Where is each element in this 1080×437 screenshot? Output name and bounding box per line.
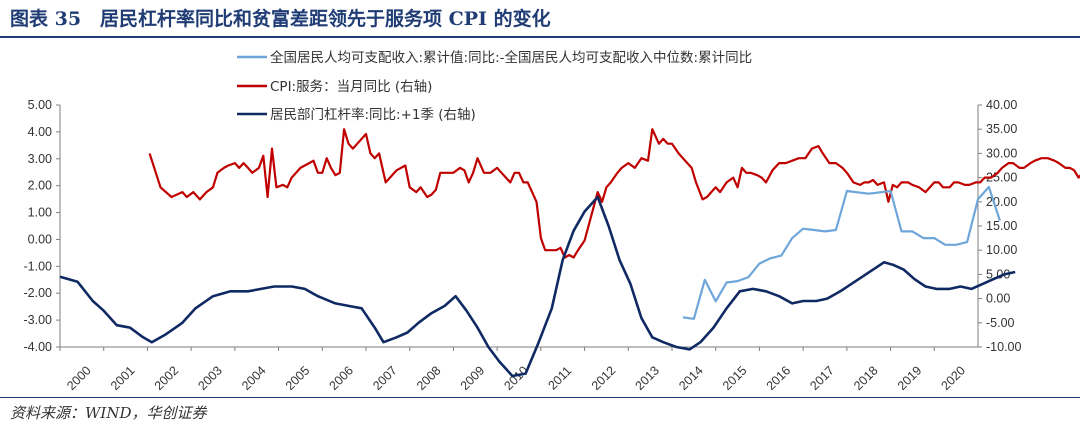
series-layer: [59, 128, 1080, 378]
x-tick-label-20: 2020: [939, 363, 969, 393]
left-tick-label-3: 2.00: [28, 179, 52, 193]
legend-item-3: 居民部门杠杆率:同比:+1季 (右轴): [237, 106, 476, 123]
legend-label-1: 全国居民人均可支配收入:累计值:同比:-全国居民人均可支配收入中位数:累计同比: [270, 49, 752, 66]
series-line-1: [682, 185, 1001, 320]
legend-item-1: 全国居民人均可支配收入:累计值:同比:-全国居民人均可支配收入中位数:累计同比: [237, 49, 752, 66]
figure-title: 图表 35 居民杠杆率同比和贫富差距领先于服务项 CPI 的变化: [10, 8, 551, 30]
x-tick-label-5: 2005: [283, 363, 313, 393]
right-tick-label-6: 10.00: [986, 243, 1017, 257]
right-tick-label-10: -10.00: [986, 340, 1021, 354]
right-tick-labels: 40.00 35.00 30.00 25.00 20.00 15.00 10.00 5.00 0…: [978, 98, 1021, 354]
left-tick-label-0: 5.00: [28, 98, 52, 112]
x-tick-label-2: 2002: [152, 363, 182, 393]
right-tick-label-8: 0.00: [986, 292, 1010, 306]
x-tick-label-3: 2003: [195, 363, 225, 393]
source-note: 资料来源：WIND，华创证券: [10, 404, 207, 422]
x-tick-label-13: 2013: [633, 363, 663, 393]
x-tick-label-8: 2008: [414, 363, 444, 393]
left-tick-label-4: 1.00: [28, 206, 52, 220]
x-tick-label-6: 2006: [327, 363, 357, 393]
right-tick-label-4: 20.00: [986, 195, 1017, 209]
left-tick-label-5: 0.00: [28, 232, 52, 246]
right-tick-label-5: 15.00: [986, 219, 1017, 233]
x-tick-label-15: 2015: [720, 363, 750, 393]
x-tick-labels: 2000 2001 2002 2003 2004 2005 2006 2007 2008 2009…: [59, 347, 969, 393]
right-tick-label-7: 5.00: [986, 267, 1010, 281]
chart-canvas: 5.00 4.00 3.00 2.00 1.00 0.00 -1.00 -2.00 -3.00 -…: [24, 49, 1080, 393]
bottom-rule: [0, 397, 1080, 398]
right-tick-label-2: 30.00: [986, 146, 1017, 160]
left-tick-label-9: -4.00: [24, 340, 53, 354]
right-tick-label-1: 35.00: [986, 122, 1017, 136]
right-tick-label-0: 40.00: [986, 98, 1017, 112]
x-tick-label-19: 2019: [895, 363, 925, 393]
x-tick-label-17: 2017: [807, 363, 837, 393]
x-tick-label-11: 2011: [545, 364, 574, 393]
x-tick-label-7: 2007: [370, 363, 400, 393]
chart-axes: [59, 105, 979, 348]
x-tick-label-14: 2014: [676, 363, 706, 393]
left-tick-label-2: 3.00: [28, 152, 52, 166]
x-tick-label-16: 2016: [764, 363, 794, 393]
title-rule: [0, 36, 1080, 38]
x-tick-label-1: 2001: [108, 363, 138, 393]
x-tick-label-12: 2012: [589, 363, 619, 393]
series-line-3: [59, 195, 1016, 378]
left-tick-labels: 5.00 4.00 3.00 2.00 1.00 0.00 -1.00 -2.00 -3.00 -…: [24, 98, 60, 354]
right-tick-label-3: 25.00: [986, 171, 1017, 185]
right-tick-label-9: -5.00: [986, 316, 1015, 330]
x-tick-label-4: 2004: [239, 363, 269, 393]
x-tick-label-9: 2009: [458, 363, 488, 393]
series-line-2: [148, 128, 1080, 259]
legend-label-2: CPI:服务：当月同比 (右轴): [270, 79, 432, 95]
legend: 全国居民人均可支配收入:累计值:同比:-全国居民人均可支配收入中位数:累计同比 …: [237, 49, 752, 123]
x-tick-label-0: 2000: [64, 363, 94, 393]
left-tick-label-6: -1.00: [24, 259, 53, 273]
left-tick-label-7: -2.00: [24, 286, 53, 300]
left-tick-label-8: -3.00: [24, 313, 53, 327]
legend-label-3: 居民部门杠杆率:同比:+1季 (右轴): [270, 106, 476, 123]
left-tick-label-1: 4.00: [28, 125, 52, 139]
legend-item-2: CPI:服务：当月同比 (右轴): [237, 79, 432, 95]
x-tick-label-18: 2018: [851, 363, 881, 393]
